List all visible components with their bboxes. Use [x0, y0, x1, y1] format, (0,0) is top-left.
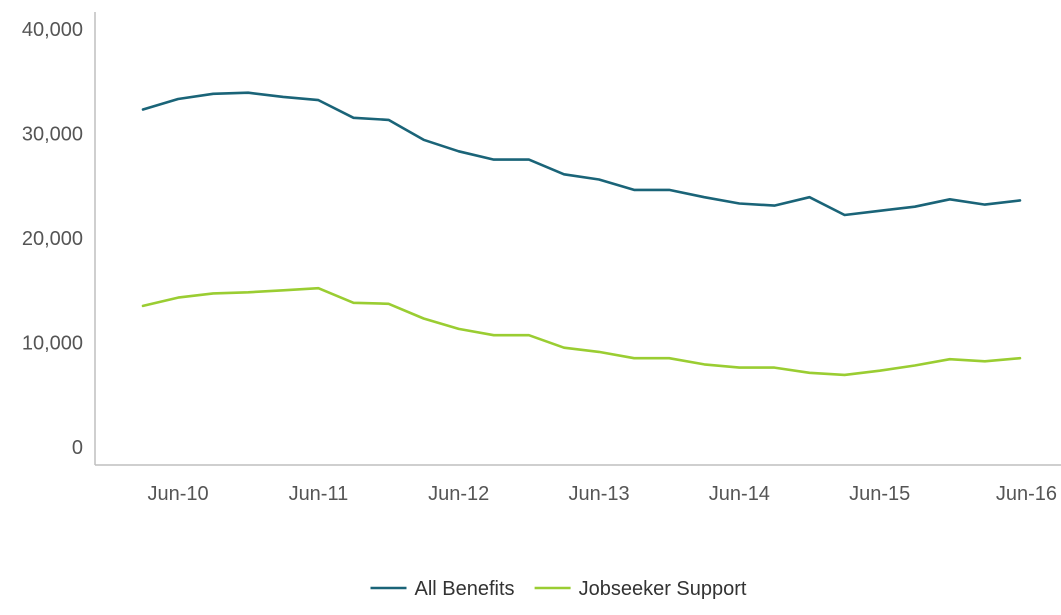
legend: All Benefits Jobseeker Support [370, 578, 747, 600]
series-line-all-benefits [141, 91, 1022, 217]
y-axis-tick-labels: 0 10,000 20,000 30,000 40,000 [22, 19, 83, 459]
y-tick-label: 40,000 [22, 19, 83, 41]
y-tick-label: 20,000 [22, 228, 83, 250]
legend-label: Jobseeker Support [579, 578, 747, 600]
x-tick-label: Jun-16 [996, 483, 1057, 505]
x-tick-label: Jun-12 [428, 483, 489, 505]
legend-item: All Benefits [370, 578, 515, 600]
x-axis-tick-labels: Jun-10 Jun-11 Jun-12 Jun-13 Jun-14 Jun-15 Jun-… [148, 483, 1057, 505]
x-tick-label: Jun-11 [289, 483, 349, 505]
x-tick-label: Jun-14 [709, 483, 770, 505]
x-tick-label: Jun-13 [568, 483, 629, 505]
y-tick-label: 30,000 [22, 124, 83, 146]
y-tick-label: 0 [72, 437, 83, 459]
legend-label: All Benefits [415, 578, 515, 600]
legend-item: Jobseeker Support [534, 578, 747, 600]
series-line-jobseeker-support [141, 286, 1022, 377]
y-tick-label: 10,000 [22, 333, 83, 355]
x-tick-label: Jun-10 [148, 483, 209, 505]
x-tick-label: Jun-15 [849, 483, 910, 505]
series-lines [141, 91, 1022, 377]
